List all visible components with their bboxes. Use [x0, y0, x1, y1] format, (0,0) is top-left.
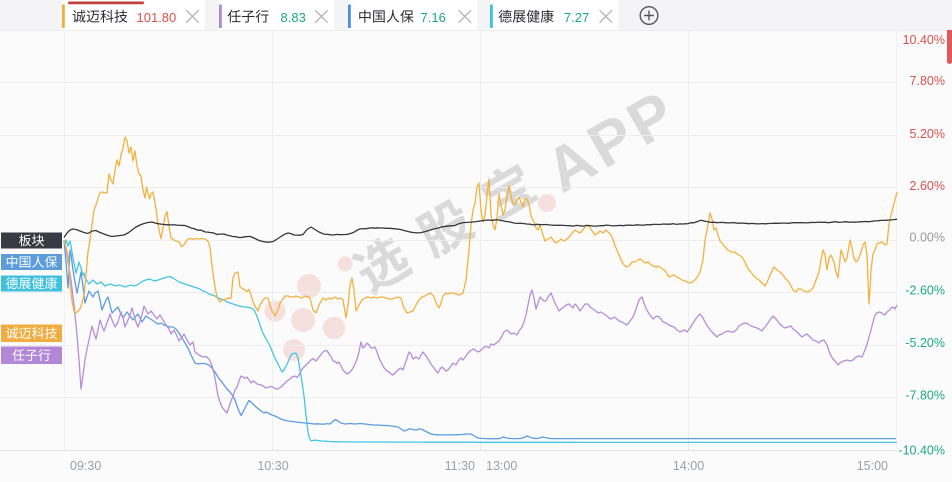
svg-text:2.60%: 2.60%	[910, 179, 945, 193]
svg-text:13:00: 13:00	[486, 459, 517, 473]
svg-text:7.80%: 7.80%	[910, 74, 945, 88]
svg-text:-2.60%: -2.60%	[905, 284, 945, 298]
svg-text:8.83: 8.83	[281, 10, 306, 25]
svg-text:-10.40%: -10.40%	[898, 444, 945, 458]
svg-text:14:00: 14:00	[673, 459, 704, 473]
svg-text:15:00: 15:00	[857, 459, 888, 473]
svg-text:101.80: 101.80	[137, 10, 177, 25]
svg-text:0.00%: 0.00%	[910, 231, 945, 245]
svg-text:-7.80%: -7.80%	[905, 389, 945, 403]
svg-text:7.16: 7.16	[421, 10, 446, 25]
svg-text:10.40%: 10.40%	[903, 33, 945, 47]
svg-text:7.27: 7.27	[564, 10, 589, 25]
svg-text:11:30: 11:30	[445, 459, 475, 473]
svg-text:09:30: 09:30	[70, 459, 101, 473]
svg-text:10:30: 10:30	[257, 459, 288, 473]
svg-text:-5.20%: -5.20%	[905, 336, 945, 350]
svg-text:5.20%: 5.20%	[910, 127, 945, 141]
